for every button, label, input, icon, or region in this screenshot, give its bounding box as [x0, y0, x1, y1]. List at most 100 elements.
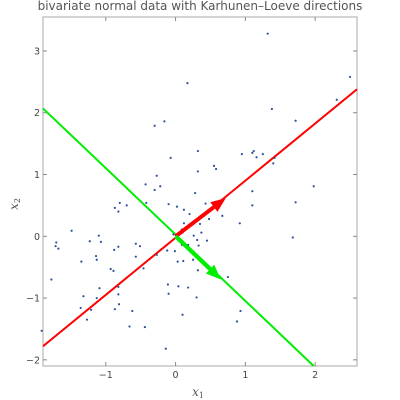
data-point: [167, 292, 170, 295]
data-point: [186, 81, 189, 85]
data-point: [240, 153, 243, 156]
data-point: [270, 107, 273, 111]
data-point: [99, 240, 103, 243]
data-point: [166, 249, 169, 252]
data-point: [95, 296, 98, 300]
data-point: [54, 245, 57, 248]
y-axis-label: x2: [7, 198, 22, 210]
kl-direction-arrows: [174, 198, 226, 280]
data-point: [97, 234, 100, 237]
data-point: [117, 285, 120, 289]
kl-arrow-minor-head: [205, 264, 221, 280]
x-axis-ticks: −1 0 1 2: [99, 17, 318, 381]
data-point: [182, 208, 186, 211]
data-point: [205, 239, 209, 242]
kl-arrow-major-shaft: [174, 205, 216, 238]
y-tick-label: 0: [34, 232, 40, 243]
data-point: [113, 248, 116, 251]
data-point: [113, 206, 116, 209]
data-point: [181, 313, 184, 316]
data-point: [226, 275, 230, 279]
data-point: [164, 347, 167, 350]
x-tick-label: 1: [242, 370, 248, 381]
data-point: [335, 98, 338, 101]
data-point: [238, 222, 241, 225]
data-point: [55, 241, 58, 244]
data-point: [82, 295, 85, 298]
data-point: [85, 318, 89, 321]
y-tick-label: 1: [34, 170, 40, 181]
data-point: [117, 210, 120, 213]
data-point: [88, 240, 91, 243]
y-axis-ticks: −2 −1 0 1 2 3: [26, 46, 357, 366]
data-point: [138, 245, 142, 248]
data-point: [50, 278, 53, 281]
y-tick-label: −2: [26, 355, 40, 366]
data-point: [142, 267, 145, 270]
data-point: [70, 229, 73, 232]
data-point: [252, 149, 255, 153]
data-point: [251, 151, 254, 154]
data-point: [294, 119, 297, 122]
data-point: [197, 244, 200, 247]
data-point: [176, 260, 179, 263]
data-point: [143, 325, 146, 329]
data-point: [200, 231, 203, 234]
data-point: [255, 156, 258, 159]
plot-frame: [42, 16, 358, 367]
data-point: [196, 149, 200, 153]
data-point: [251, 190, 254, 193]
data-point: [261, 153, 264, 156]
data-point: [169, 156, 172, 159]
x-tick-label: 2: [312, 370, 318, 381]
data-point: [117, 303, 121, 306]
data-point: [273, 156, 276, 159]
data-point: [192, 234, 195, 237]
data-point: [187, 286, 190, 289]
data-point: [182, 222, 186, 225]
data-point: [80, 260, 83, 263]
kl-direction-lines: [42, 88, 358, 367]
data-point: [90, 308, 93, 311]
data-point: [194, 191, 197, 195]
y-axis-label-symbol: x: [7, 203, 21, 210]
data-point: [235, 320, 239, 323]
plot-border: [42, 16, 358, 367]
data-point: [188, 212, 191, 216]
x-axis-label-subscript: 1: [199, 391, 204, 400]
data-point: [207, 217, 211, 221]
data-point: [131, 309, 134, 313]
data-point: [94, 254, 98, 258]
data-point: [128, 325, 131, 328]
data-point: [117, 245, 120, 248]
data-point: [175, 205, 179, 208]
data-point: [163, 120, 166, 123]
x-axis-label: x1: [192, 385, 204, 400]
x-tick-label: −1: [99, 370, 113, 381]
data-point: [266, 32, 269, 35]
data-point: [167, 203, 170, 206]
data-point: [312, 185, 315, 188]
data-point: [144, 183, 147, 186]
data-point: [221, 214, 224, 217]
y-tick-label: 3: [34, 46, 40, 57]
data-point: [251, 204, 254, 207]
data-point: [214, 167, 218, 171]
data-point: [173, 250, 176, 253]
x-axis-label-symbol: x: [192, 385, 199, 399]
data-points: [40, 32, 352, 350]
data-point: [145, 201, 148, 205]
data-point: [109, 267, 112, 271]
data-point: [294, 201, 297, 204]
data-point: [98, 287, 101, 290]
data-point: [153, 188, 156, 192]
data-point: [118, 201, 121, 205]
data-point: [196, 170, 200, 173]
data-point: [204, 202, 207, 205]
data-point: [112, 269, 115, 272]
data-point: [172, 233, 175, 236]
data-point: [291, 236, 294, 239]
x-tick-label: 0: [173, 370, 179, 381]
data-point: [182, 259, 185, 263]
data-point: [191, 258, 195, 261]
